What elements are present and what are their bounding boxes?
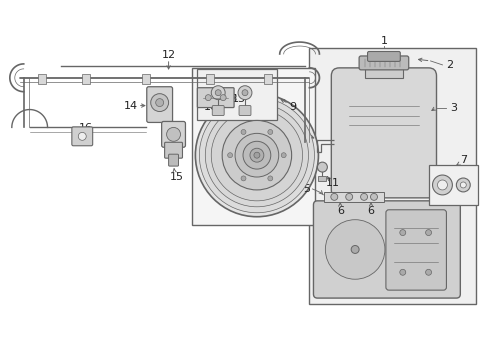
Circle shape: [235, 133, 278, 177]
FancyBboxPatch shape: [385, 210, 446, 290]
Text: 11: 11: [325, 178, 340, 188]
FancyBboxPatch shape: [212, 105, 224, 116]
Bar: [318, 176, 325, 181]
FancyBboxPatch shape: [331, 68, 436, 198]
Circle shape: [195, 94, 318, 217]
Circle shape: [350, 246, 358, 253]
Circle shape: [317, 162, 326, 172]
Circle shape: [437, 180, 447, 190]
Circle shape: [238, 86, 251, 100]
Bar: [427, 165, 477, 205]
Text: 7: 7: [459, 155, 466, 165]
Circle shape: [360, 193, 367, 201]
Circle shape: [399, 230, 405, 235]
Circle shape: [345, 193, 352, 201]
FancyBboxPatch shape: [146, 87, 172, 122]
Bar: [365, 66, 402, 78]
Circle shape: [215, 90, 221, 96]
Circle shape: [425, 230, 431, 235]
Text: 3: 3: [449, 103, 456, 113]
Circle shape: [459, 182, 466, 188]
Text: 12: 12: [161, 50, 175, 60]
Circle shape: [242, 90, 247, 96]
Text: 9: 9: [288, 102, 296, 112]
Circle shape: [205, 95, 211, 100]
Bar: [264, 74, 271, 84]
Circle shape: [205, 104, 308, 207]
Circle shape: [155, 99, 163, 107]
Circle shape: [425, 269, 431, 275]
Circle shape: [241, 176, 245, 181]
Bar: [82, 74, 90, 84]
Circle shape: [267, 176, 272, 181]
Circle shape: [370, 193, 377, 201]
Text: 14: 14: [123, 100, 138, 111]
Circle shape: [432, 175, 451, 195]
Circle shape: [281, 153, 285, 158]
Bar: [142, 74, 149, 84]
Text: 8: 8: [260, 145, 267, 155]
Circle shape: [211, 86, 224, 100]
Text: 10: 10: [204, 102, 218, 112]
Bar: [38, 74, 45, 84]
Bar: [197, 69, 276, 121]
Text: 4: 4: [300, 129, 307, 139]
FancyBboxPatch shape: [358, 56, 408, 70]
Circle shape: [455, 178, 469, 192]
Text: 5: 5: [303, 184, 309, 194]
FancyBboxPatch shape: [72, 127, 93, 146]
Circle shape: [241, 130, 245, 135]
Text: 15: 15: [169, 172, 183, 182]
Circle shape: [267, 130, 272, 135]
FancyBboxPatch shape: [239, 105, 250, 116]
Text: 6: 6: [336, 206, 343, 216]
Bar: [324, 192, 383, 202]
Text: 6: 6: [367, 206, 374, 216]
Bar: [206, 74, 214, 84]
Circle shape: [199, 98, 314, 213]
FancyBboxPatch shape: [313, 201, 459, 298]
Circle shape: [150, 94, 168, 112]
Circle shape: [211, 109, 302, 201]
Text: 2: 2: [445, 60, 452, 70]
Bar: [192, 68, 315, 225]
Circle shape: [253, 152, 259, 158]
Text: 13: 13: [232, 94, 245, 104]
Circle shape: [78, 132, 86, 140]
Text: 16: 16: [79, 123, 93, 134]
Circle shape: [399, 269, 405, 275]
Bar: [309, 48, 475, 304]
FancyBboxPatch shape: [164, 142, 182, 158]
Circle shape: [243, 141, 270, 169]
Text: 1: 1: [380, 36, 386, 46]
FancyBboxPatch shape: [367, 51, 400, 62]
FancyBboxPatch shape: [168, 154, 178, 166]
Circle shape: [227, 153, 232, 158]
Circle shape: [330, 193, 337, 201]
Circle shape: [325, 220, 384, 279]
Circle shape: [222, 121, 291, 190]
Circle shape: [220, 95, 225, 100]
FancyBboxPatch shape: [162, 121, 185, 147]
Circle shape: [249, 148, 264, 162]
Circle shape: [166, 127, 180, 141]
FancyBboxPatch shape: [197, 88, 234, 108]
